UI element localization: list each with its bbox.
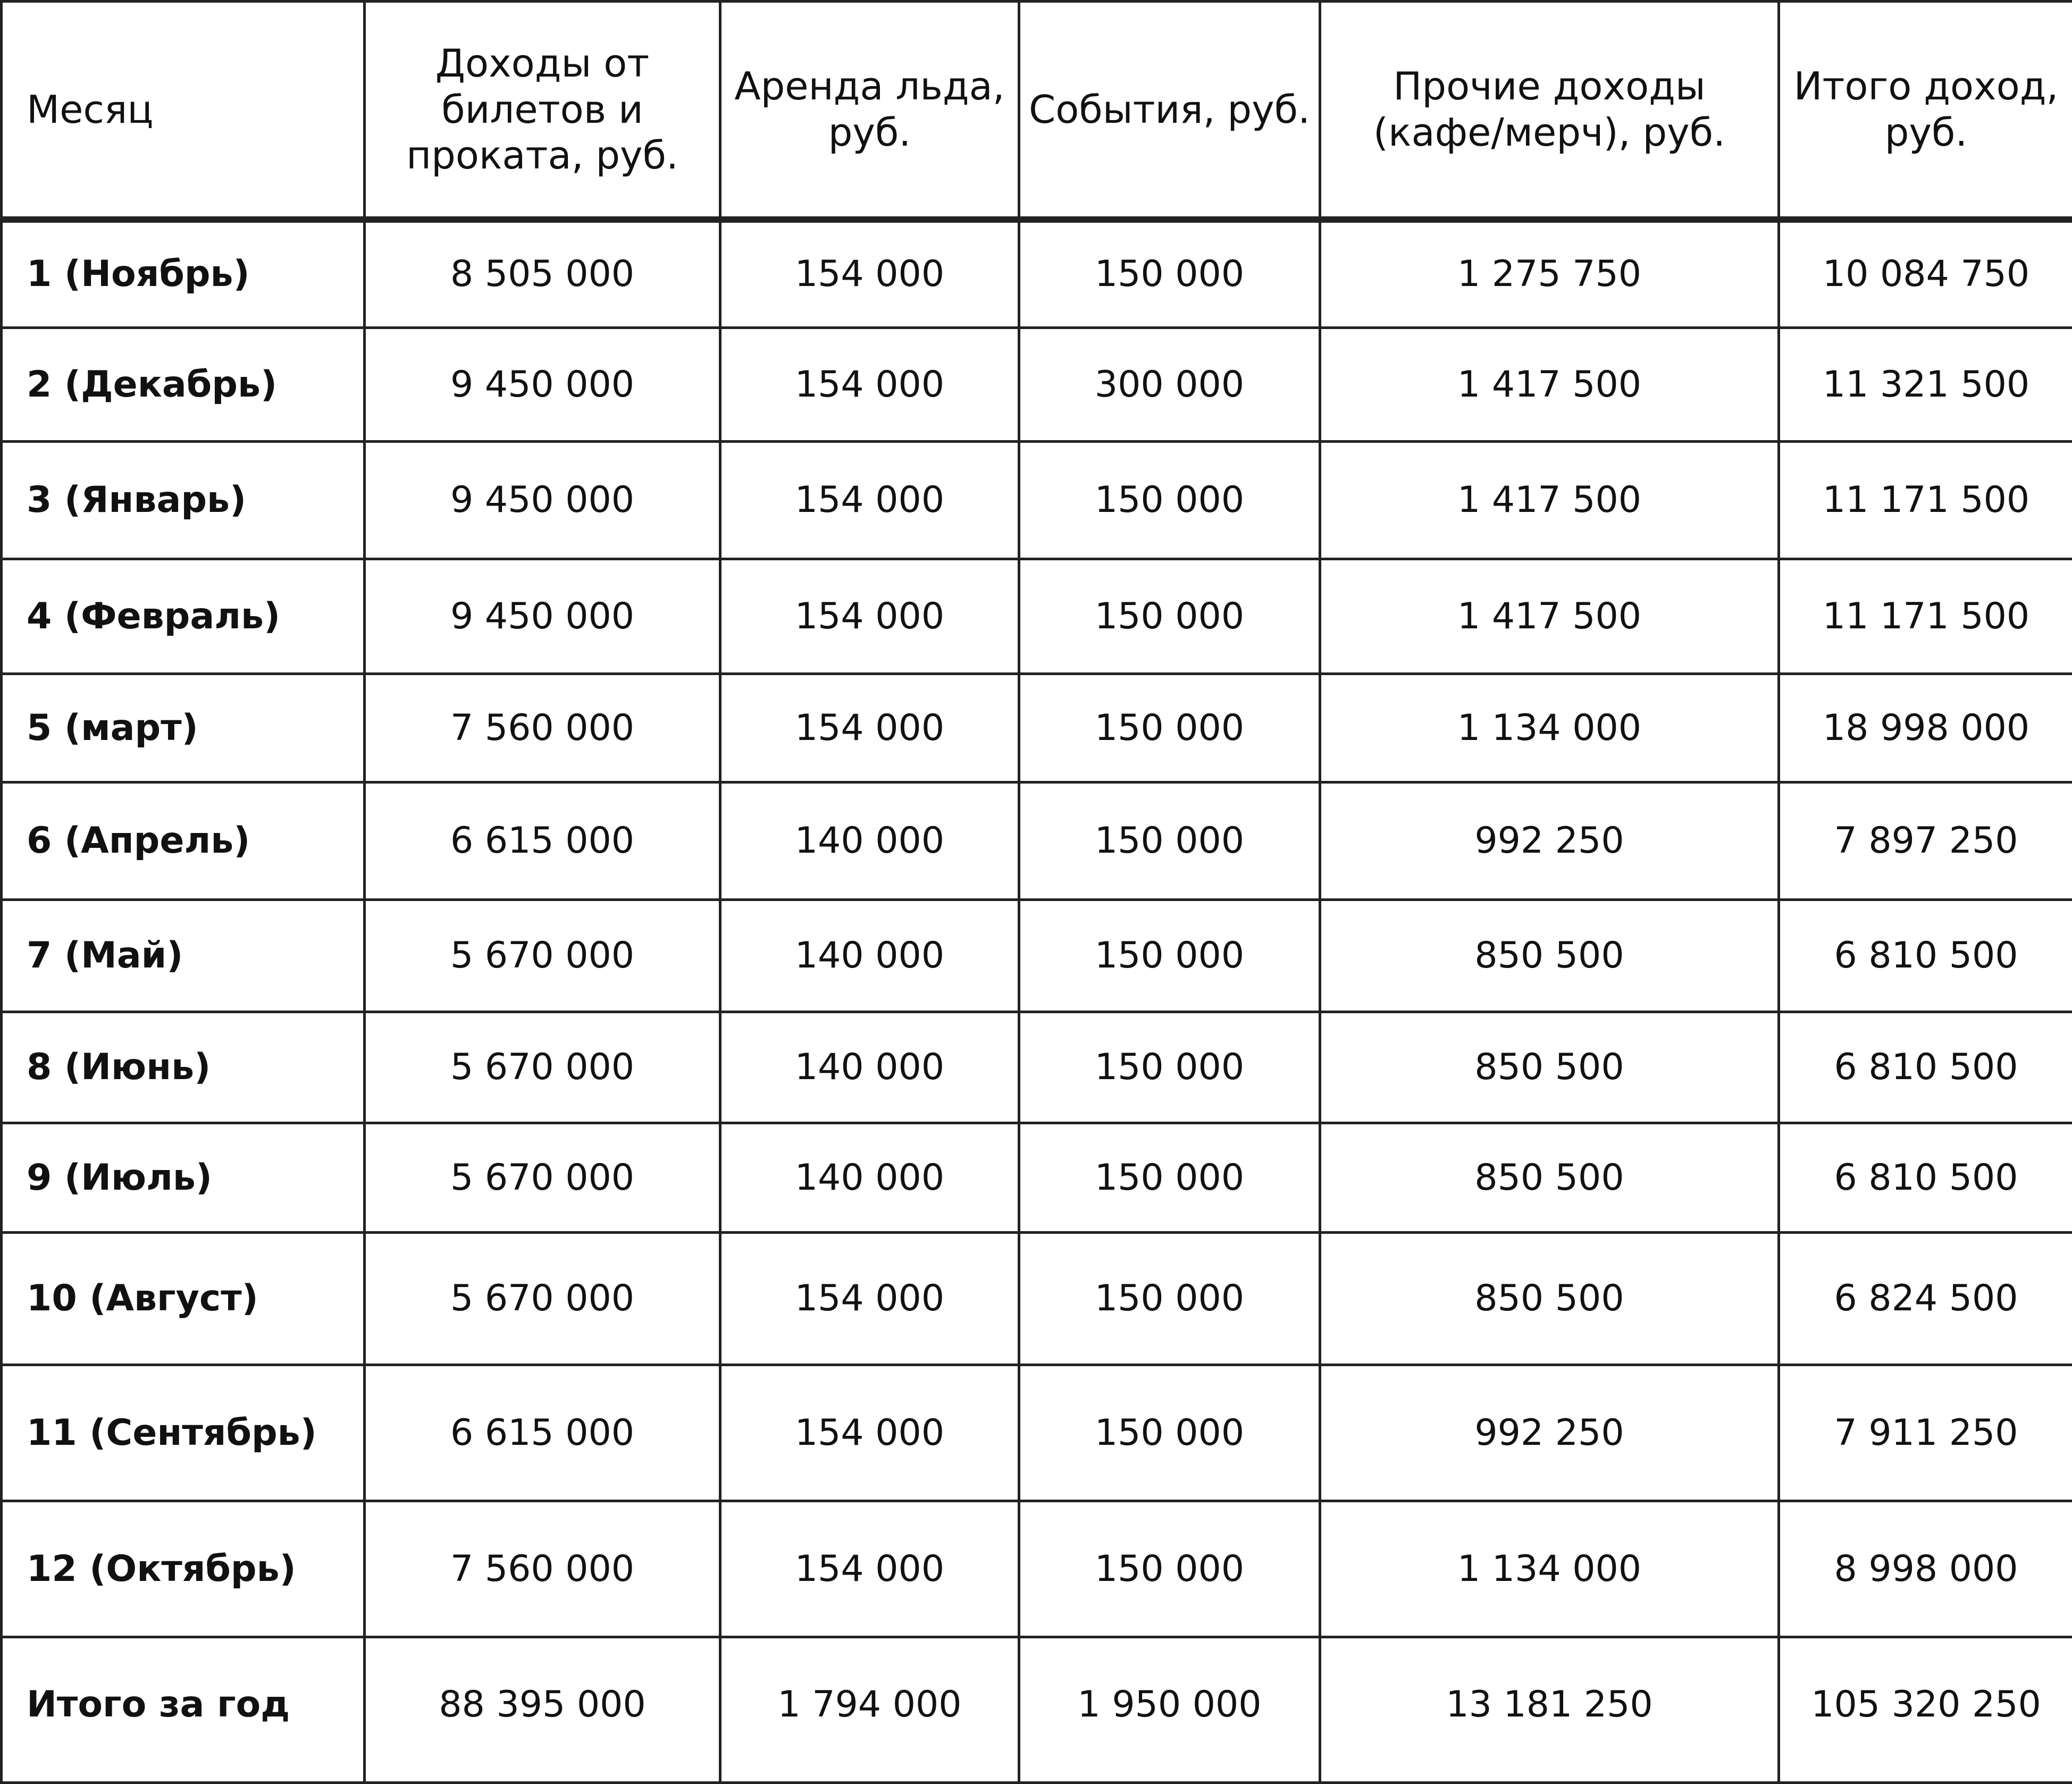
cell-total: 11 171 500	[1779, 559, 2072, 674]
cell-tickets: 7 560 000	[365, 674, 720, 782]
header-row: Месяц Доходы от билетов и проката, руб. …	[2, 2, 2072, 220]
cell-total: 105 320 250	[1779, 1637, 2072, 1783]
cell-total: 6 810 500	[1779, 1123, 2072, 1233]
cell-other: 1 417 500	[1320, 559, 1779, 674]
cell-tickets: 5 670 000	[365, 1123, 720, 1233]
cell-tickets: 6 615 000	[365, 1365, 720, 1501]
cell-total: 10 084 750	[1779, 220, 2072, 328]
cell-events: 150 000	[1019, 220, 1320, 328]
cell-month: 8 (Июнь)	[2, 1012, 365, 1123]
cell-other: 1 134 000	[1320, 674, 1779, 782]
cell-tickets: 5 670 000	[365, 1012, 720, 1123]
cell-other: 992 250	[1320, 782, 1779, 900]
cell-events: 300 000	[1019, 328, 1320, 442]
cell-tickets: 8 505 000	[365, 220, 720, 328]
cell-month: 9 (Июль)	[2, 1123, 365, 1233]
cell-events: 150 000	[1019, 900, 1320, 1012]
cell-total: 7 897 250	[1779, 782, 2072, 900]
cell-tickets: 88 395 000	[365, 1637, 720, 1783]
cell-tickets: 9 450 000	[365, 442, 720, 559]
cell-total: 8 998 000	[1779, 1501, 2072, 1637]
cell-month: 6 (Апрель)	[2, 782, 365, 900]
cell-month: 2 (Декабрь)	[2, 328, 365, 442]
cell-total: 7 911 250	[1779, 1365, 2072, 1501]
cell-month: 1 (Ноябрь)	[2, 220, 365, 328]
cell-other: 850 500	[1320, 1233, 1779, 1365]
cell-other: 850 500	[1320, 1012, 1779, 1123]
cell-events: 150 000	[1019, 1012, 1320, 1123]
cell-month: 12 (Октябрь)	[2, 1501, 365, 1637]
cell-total: 6 810 500	[1779, 900, 2072, 1012]
cell-total: 11 171 500	[1779, 442, 2072, 559]
cell-ice-rent: 154 000	[720, 1365, 1019, 1501]
cell-events: 150 000	[1019, 1365, 1320, 1501]
cell-ice-rent: 154 000	[720, 328, 1019, 442]
cell-tickets: 5 670 000	[365, 1233, 720, 1365]
cell-events: 150 000	[1019, 1501, 1320, 1637]
cell-events: 150 000	[1019, 782, 1320, 900]
cell-other: 1 275 750	[1320, 220, 1779, 328]
cell-ice-rent: 154 000	[720, 442, 1019, 559]
cell-ice-rent: 154 000	[720, 559, 1019, 674]
cell-total: 11 321 500	[1779, 328, 2072, 442]
cell-total: 6 810 500	[1779, 1012, 2072, 1123]
cell-ice-rent: 140 000	[720, 1123, 1019, 1233]
cell-tickets: 5 670 000	[365, 900, 720, 1012]
cell-month: 10 (Август)	[2, 1233, 365, 1365]
cell-month: Итого за год	[2, 1637, 365, 1783]
cell-month: 5 (март)	[2, 674, 365, 782]
cell-events: 150 000	[1019, 442, 1320, 559]
cell-total: 18 998 000	[1779, 674, 2072, 782]
cell-other: 1 417 500	[1320, 328, 1779, 442]
cell-ice-rent: 140 000	[720, 900, 1019, 1012]
cell-events: 150 000	[1019, 1233, 1320, 1365]
header-total: Итого доход, руб.	[1779, 2, 2072, 220]
cell-other: 850 500	[1320, 1123, 1779, 1233]
cell-ice-rent: 154 000	[720, 1501, 1019, 1637]
header-tickets: Доходы от билетов и проката, руб.	[365, 2, 720, 220]
header-month: Месяц	[2, 2, 365, 220]
cell-total: 6 824 500	[1779, 1233, 2072, 1365]
cell-ice-rent: 154 000	[720, 220, 1019, 328]
cell-tickets: 9 450 000	[365, 328, 720, 442]
cell-other: 850 500	[1320, 900, 1779, 1012]
cell-month: 3 (Январь)	[2, 442, 365, 559]
header-other: Прочие доходы (кафе/мерч), руб.	[1320, 2, 1779, 220]
header-ice-rent: Аренда льда, руб.	[720, 2, 1019, 220]
cell-month: 4 (Февраль)	[2, 559, 365, 674]
cell-ice-rent: 140 000	[720, 1012, 1019, 1123]
cell-ice-rent: 140 000	[720, 782, 1019, 900]
cell-events: 150 000	[1019, 1123, 1320, 1233]
cell-month: 11 (Сентябрь)	[2, 1365, 365, 1501]
cell-other: 1 134 000	[1320, 1501, 1779, 1637]
cell-events: 150 000	[1019, 559, 1320, 674]
cell-ice-rent: 1 794 000	[720, 1637, 1019, 1783]
cell-events: 150 000	[1019, 674, 1320, 782]
cell-month: 7 (Май)	[2, 900, 365, 1012]
cell-tickets: 7 560 000	[365, 1501, 720, 1637]
cell-ice-rent: 154 000	[720, 1233, 1019, 1365]
cell-events: 1 950 000	[1019, 1637, 1320, 1783]
cell-other: 13 181 250	[1320, 1637, 1779, 1783]
header-events: События, руб.	[1019, 2, 1320, 220]
cell-ice-rent: 154 000	[720, 674, 1019, 782]
cell-tickets: 6 615 000	[365, 782, 720, 900]
cell-other: 992 250	[1320, 1365, 1779, 1501]
cell-tickets: 9 450 000	[365, 559, 720, 674]
cell-other: 1 417 500	[1320, 442, 1779, 559]
